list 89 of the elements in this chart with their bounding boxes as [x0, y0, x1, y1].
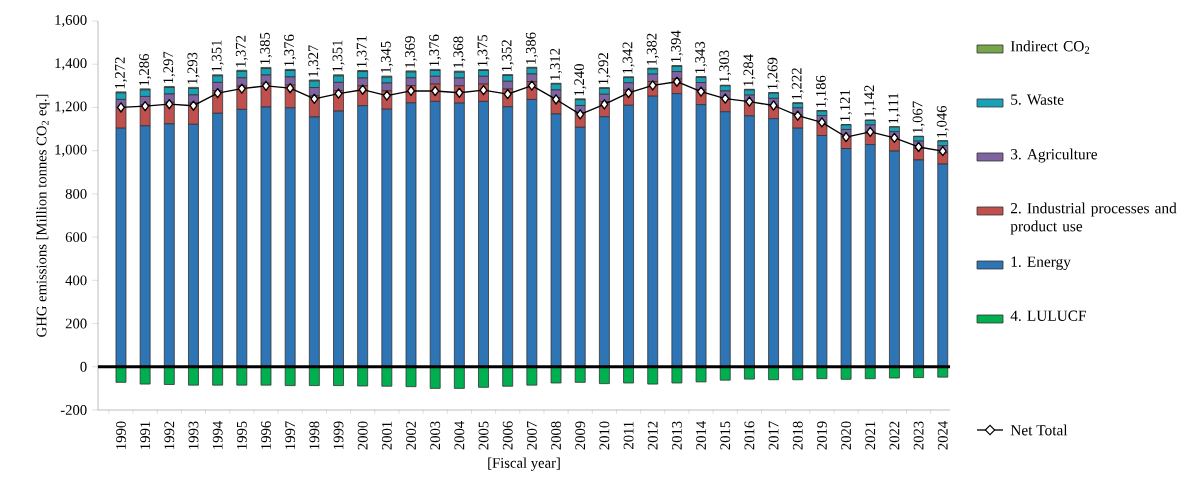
annotation: 1,385	[260, 32, 272, 64]
y-tick-label: 1,400	[55, 58, 87, 71]
x-tick-label: 2020	[841, 421, 852, 450]
x-tick-label: 2009	[575, 421, 586, 450]
y-tick-label: 1,600	[55, 15, 87, 28]
annotation: 1,352	[501, 40, 514, 72]
x-tick-label: 2022	[889, 421, 900, 450]
annotation: 1,292	[598, 53, 611, 84]
x-tick-label: 1990	[116, 421, 126, 449]
legend-label: Indirect CO$_{2}$	[1010, 40, 1090, 54]
annotation: 1,369	[405, 36, 417, 68]
legend-label: 1. Energy	[1011, 256, 1071, 271]
annotation: 1,376	[429, 34, 442, 66]
x-tick-label: 2017	[768, 421, 779, 450]
annotation: 1,394	[670, 30, 683, 62]
y-tick-label: 0	[80, 361, 87, 372]
annotation: 1,222	[791, 68, 804, 100]
annotation: 1,312	[550, 48, 563, 80]
annotation: 1,046	[936, 105, 949, 138]
x-tick-label: 1991	[140, 421, 151, 449]
annotation: 1,111	[888, 93, 901, 124]
annotation: 1,343	[695, 41, 708, 73]
annotation: 1,351	[332, 40, 345, 72]
x-tick-label: 2000	[357, 421, 368, 450]
x-tick-label: 1993	[188, 421, 199, 449]
annotation: 1,240	[574, 64, 587, 96]
x-tick-label: 2021	[865, 421, 876, 450]
annotation: 1,327	[308, 45, 321, 77]
annotation: 1,371	[356, 36, 369, 67]
x-tick-label: 2019	[816, 421, 827, 450]
legend-label: 4. LULUCF	[1010, 310, 1086, 321]
x-tick-label: 2014	[696, 421, 707, 450]
x-tick-label: 2023	[913, 421, 924, 450]
annotation: 1,345	[380, 41, 393, 73]
x-tick-label: 2002	[406, 421, 416, 450]
y-tick-label: 400	[65, 275, 87, 286]
x-tick-label: 2004	[454, 421, 465, 450]
x-tick-label: 2011	[623, 421, 634, 449]
x-tick-label: 1996	[261, 421, 271, 449]
legend-label: 5. Waste	[1011, 94, 1064, 105]
annotation: 1,297	[163, 51, 176, 83]
x-tick-label: 2018	[792, 421, 803, 450]
x-tick-label: 2013	[671, 421, 682, 450]
x-tick-label: 2010	[599, 421, 610, 450]
annotation: 1,376	[284, 34, 297, 66]
y-tick-label: 600	[65, 232, 87, 243]
x-tick-label: 1995	[236, 421, 247, 449]
x-tick-label: 2024	[937, 421, 948, 450]
y-tick-label: -200	[60, 405, 87, 415]
y-tick-label: 1,000	[55, 144, 87, 157]
x-tick-label: 2005	[478, 421, 489, 450]
x-tick-label: 2008	[551, 421, 561, 450]
y-tick-label: 1,200	[55, 101, 87, 114]
annotation: 1,272	[114, 57, 127, 89]
annotation: 1,121	[840, 90, 853, 121]
annotation: 1,142	[864, 85, 877, 117]
legend-label: Net Total	[1010, 424, 1068, 436]
y-tick-label: 800	[65, 188, 87, 199]
x-tick-label: 1998	[309, 421, 320, 449]
x-tick-label: 2007	[526, 421, 537, 450]
annotation: 1,375	[477, 34, 490, 67]
annotation: 1,286	[139, 54, 152, 86]
x-axis-title: [Fiscal year]	[488, 457, 560, 471]
x-tick-label: 2015	[720, 421, 731, 450]
x-tick-label: 2016	[744, 421, 755, 450]
legend-label: 2. Industrial processes and product use	[1010, 202, 1177, 235]
x-tick-label: 1992	[164, 421, 175, 449]
x-tick-label: 2001	[381, 421, 392, 450]
y-axis-title: GHG emissions [Million tonnes CO$_{2}$ eq.]	[36, 94, 50, 337]
legend-label: 3. Agriculture	[1011, 148, 1098, 163]
x-tick-label: 2003	[430, 421, 441, 450]
annotation: 1,293	[187, 52, 200, 84]
x-tick-label: 1994	[212, 421, 223, 449]
annotation: 1,342	[622, 42, 635, 74]
annotation: 1,284	[743, 54, 756, 86]
annotation: 1,351	[211, 40, 224, 72]
y-tick-label: 200	[65, 318, 87, 329]
x-tick-label: 2006	[502, 421, 513, 450]
annotation: 1,372	[235, 35, 248, 67]
x-tick-label: 1999	[333, 421, 344, 449]
x-tick-label: 1997	[285, 421, 296, 449]
annotation: 1,269	[767, 57, 780, 89]
annotation: 1,303	[719, 50, 732, 82]
annotation: 1,368	[453, 36, 466, 68]
annotation: 1,067	[912, 101, 925, 133]
annotation: 1,386	[525, 32, 538, 64]
annotation: 1,382	[646, 33, 659, 65]
x-tick-label: 2012	[647, 421, 658, 450]
annotation: 1,186	[815, 75, 828, 107]
